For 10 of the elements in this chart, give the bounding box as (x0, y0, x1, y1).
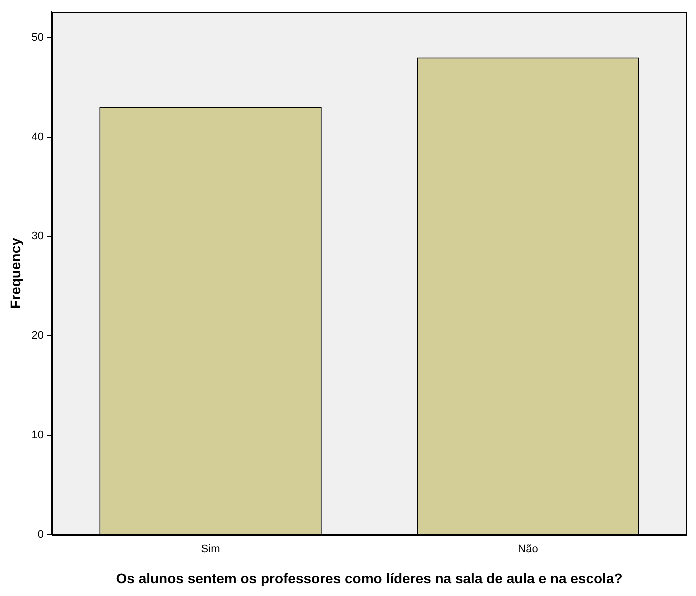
x-axis-title: Os alunos sentem os professores como líderes na sala de aula e na escola? (116, 570, 623, 586)
y-tick-label: 0 (38, 529, 44, 542)
y-tick-label: 30 (32, 230, 44, 243)
y-tick-label: 10 (32, 430, 44, 442)
y-tick-label: 50 (32, 32, 44, 44)
y-axis-title: Frequency (7, 238, 24, 309)
y-tick-label: 20 (32, 330, 44, 342)
y-tick-label: 40 (32, 131, 44, 144)
x-tick-label: Não (518, 544, 538, 556)
x-tick-label: Sim (201, 544, 220, 556)
